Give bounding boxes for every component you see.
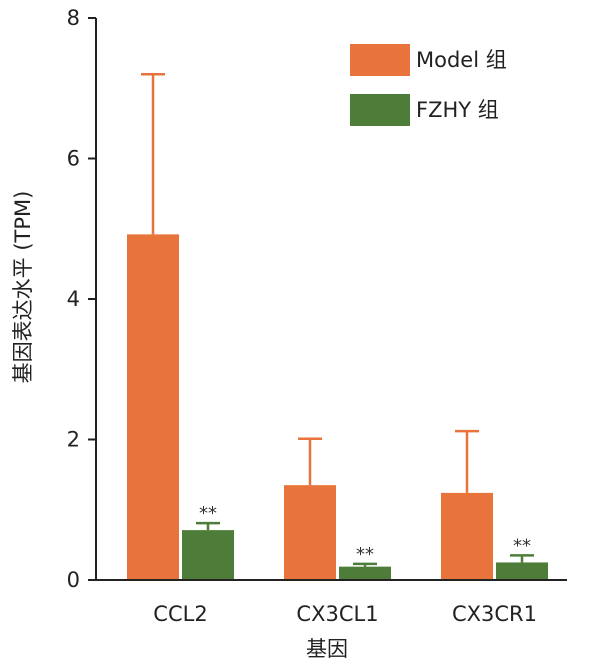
x-tick-label: CX3CR1 (452, 602, 537, 626)
bar (496, 562, 548, 580)
x-tick-label: CX3CL1 (296, 602, 378, 626)
bar (127, 234, 179, 580)
bar (441, 492, 493, 580)
significance-marker: ** (513, 535, 531, 556)
y-ticks-layer: 0 2 4 6 8 (67, 6, 96, 592)
y-axis-title: 基因表达水平 (TPM) (11, 191, 35, 384)
x-ticks-layer: CCL2 CX3CL1 CX3CR1 (153, 602, 537, 626)
legend: Model 组 FZHY 组 (350, 44, 507, 126)
bar (284, 485, 336, 580)
y-tick-label: 4 (67, 287, 80, 311)
y-tick-label: 8 (67, 6, 80, 30)
bars-layer (127, 234, 548, 580)
error-bars-layer (141, 72, 534, 567)
legend-swatch-model (350, 44, 410, 76)
y-tick-label: 0 (67, 568, 80, 592)
bar (339, 566, 391, 580)
significance-marker: ** (199, 503, 217, 524)
x-axis-title: 基因 (306, 637, 348, 661)
y-tick-label: 6 (67, 147, 80, 171)
legend-swatch-fzhy (350, 94, 410, 126)
significance-layer: ** ** ** (199, 503, 531, 565)
legend-label-fzhy: FZHY 组 (416, 98, 499, 122)
x-tick-label: CCL2 (153, 602, 207, 626)
bar (182, 530, 234, 580)
legend-label-model: Model 组 (416, 48, 507, 72)
y-tick-label: 2 (67, 428, 80, 452)
significance-marker: ** (356, 544, 374, 565)
